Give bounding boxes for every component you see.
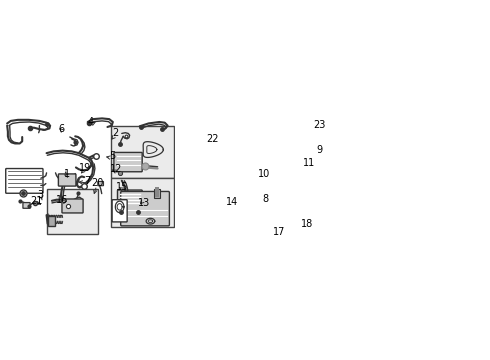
Text: 1: 1 — [64, 168, 71, 179]
Text: 12: 12 — [109, 163, 122, 174]
Text: 5: 5 — [109, 150, 115, 161]
Text: 17: 17 — [273, 227, 286, 237]
Text: 15: 15 — [116, 182, 129, 192]
Text: 23: 23 — [313, 120, 326, 130]
FancyBboxPatch shape — [58, 174, 76, 186]
Bar — [49, 216, 55, 226]
Text: 19: 19 — [79, 163, 91, 173]
Text: 13: 13 — [138, 198, 150, 208]
FancyBboxPatch shape — [112, 200, 127, 222]
Bar — [154, 189, 160, 198]
FancyBboxPatch shape — [23, 203, 30, 208]
Text: 4: 4 — [88, 117, 94, 127]
Bar — [111, 178, 174, 226]
FancyBboxPatch shape — [121, 192, 170, 226]
FancyBboxPatch shape — [98, 181, 103, 186]
Text: 8: 8 — [262, 194, 268, 204]
Text: 9: 9 — [317, 145, 322, 154]
FancyBboxPatch shape — [118, 190, 142, 211]
Text: 7: 7 — [84, 176, 90, 186]
FancyBboxPatch shape — [6, 168, 43, 193]
Text: 22: 22 — [206, 134, 218, 144]
Text: 10: 10 — [258, 168, 270, 179]
Bar — [111, 126, 174, 178]
Text: 14: 14 — [226, 197, 238, 207]
Text: 21: 21 — [30, 197, 43, 207]
Text: 18: 18 — [301, 219, 313, 229]
FancyBboxPatch shape — [114, 152, 142, 172]
Text: 3: 3 — [37, 190, 43, 200]
FancyBboxPatch shape — [62, 199, 83, 213]
Text: 6: 6 — [58, 124, 65, 134]
Text: 2: 2 — [112, 129, 119, 139]
Text: 16: 16 — [55, 195, 68, 206]
Bar — [47, 189, 98, 234]
Text: 20: 20 — [91, 178, 103, 188]
Text: 11: 11 — [303, 158, 315, 168]
Bar — [155, 187, 159, 197]
